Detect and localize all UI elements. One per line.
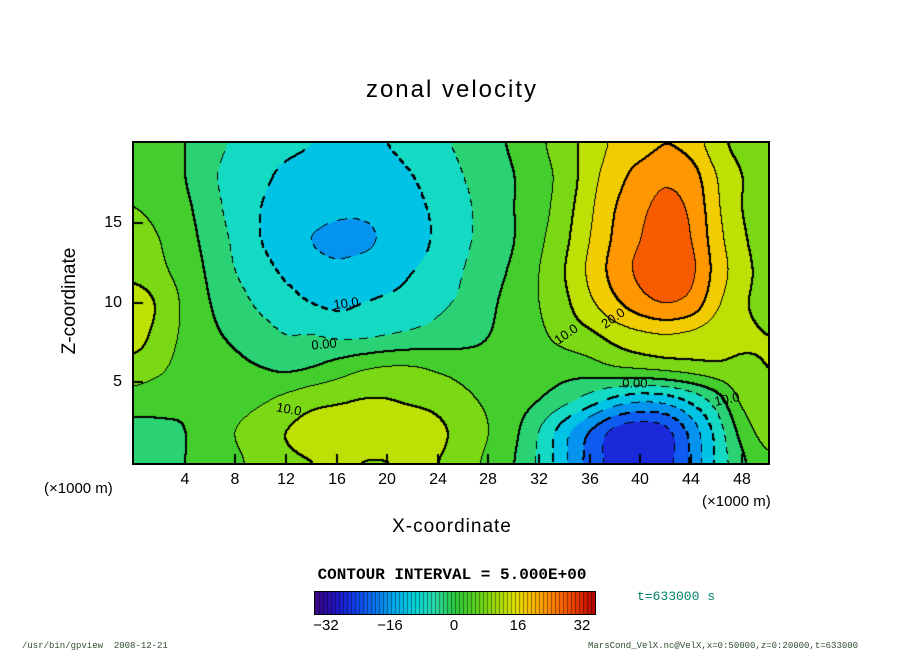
y-axis-unit-note: (×1000 m) [44, 480, 113, 497]
z-tick-label: 5 [113, 373, 122, 390]
x-tick-label: 48 [733, 471, 751, 488]
x-tick-label: 12 [277, 471, 295, 488]
colorbar-tick-label: −32 [313, 617, 339, 634]
time-label: t=633000 s [637, 589, 716, 604]
x-tick-label: 44 [682, 471, 700, 488]
x-tick-label: 40 [631, 471, 649, 488]
colorbar-canvas [315, 592, 595, 614]
y-axis-title: Z-coordinate [59, 247, 80, 355]
x-axis-unit-note: (×1000 m) [702, 493, 771, 510]
x-tick-label: 8 [230, 471, 240, 488]
colorbar-tick-label: 16 [509, 617, 527, 634]
colorbar-tick-label: 0 [449, 617, 459, 634]
colorbar-tick-labels: −32 −16 0 16 32 [313, 617, 594, 635]
x-tick-label: 28 [479, 471, 497, 488]
x-tick-label: 4 [180, 471, 190, 488]
x-tick-label: 20 [378, 471, 396, 488]
z-axis-tick-labels: 5 10 15 [104, 143, 768, 463]
z-tick-label: 15 [104, 214, 122, 231]
colorbar [314, 591, 596, 615]
footer-command-text: /usr/bin/gpview 2008-12-21 [22, 641, 168, 651]
contour-labels-layer: 10.0 0.00 10.0 20.0 0.00 10.0 10.0 [134, 143, 768, 463]
x-axis-title: X-coordinate [392, 516, 512, 537]
colorbar-tick-label: 32 [573, 617, 591, 634]
contour-interval-text: CONTOUR INTERVAL = 5.000E+00 [317, 566, 587, 584]
chart-title: zonal velocity [365, 76, 539, 103]
contour-plot-canvas [134, 143, 768, 463]
x-tick-label: 36 [581, 471, 599, 488]
plot-area: 10.0 0.00 10.0 20.0 0.00 10.0 10.0 4 8 12 16 20 24 2… [104, 141, 770, 488]
z-tick-label: 10 [104, 294, 122, 311]
x-tick-label: 32 [530, 471, 548, 488]
colorbar-tick-label: −16 [377, 617, 403, 634]
x-tick-label: 24 [429, 471, 447, 488]
footer-dataset-text: MarsCond_VelX.nc@VelX,x=0:50000,z=0:2000… [588, 641, 859, 651]
x-tick-label: 16 [328, 471, 346, 488]
x-axis-tick-labels: 4 8 12 16 20 24 28 32 36 40 44 48 [134, 143, 768, 488]
contour-line-label: 0.00 [622, 375, 648, 391]
